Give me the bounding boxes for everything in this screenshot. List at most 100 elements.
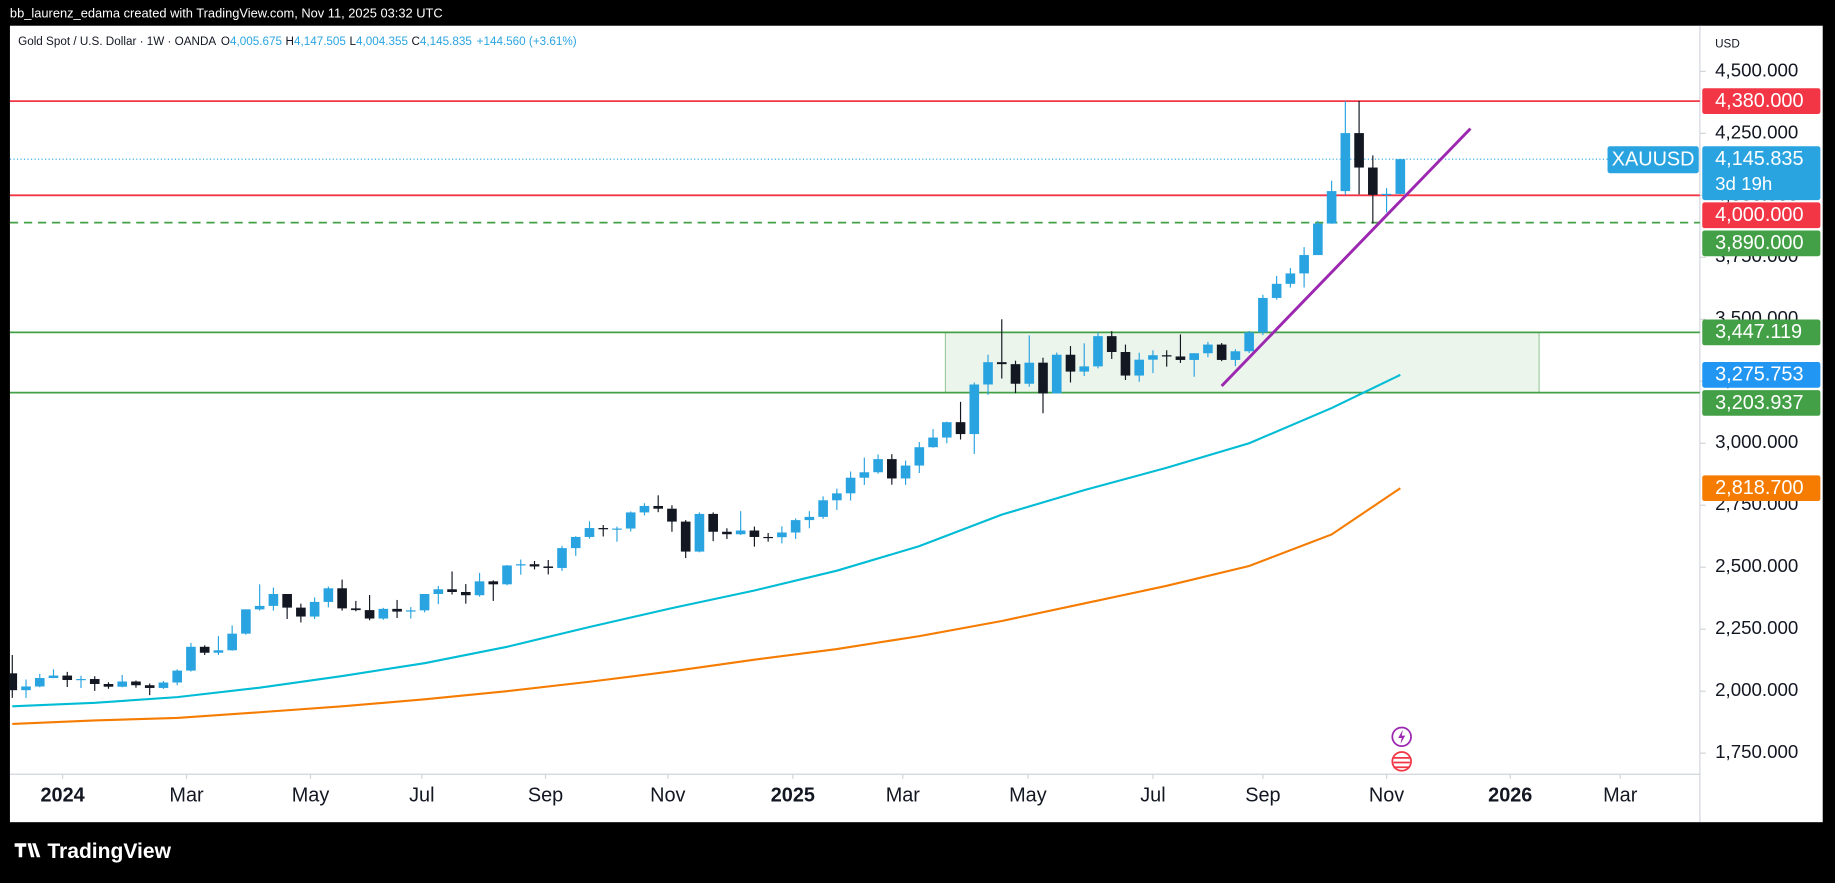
candle-body: [419, 593, 430, 611]
candle-body: [1093, 336, 1103, 367]
candle-body: [21, 686, 31, 691]
candle-body: [34, 678, 45, 687]
candle-body: [1175, 356, 1186, 360]
candle-body: [1326, 191, 1337, 224]
price-tag: [1702, 146, 1821, 201]
candle-body: [1079, 366, 1090, 372]
moving-average: [12, 487, 1401, 725]
price-tag-label: 2,818.700: [1715, 477, 1803, 499]
candle-body: [818, 500, 828, 517]
y-tick-label: 4,250.000: [1715, 121, 1798, 142]
x-tick-label: Mar: [886, 785, 921, 807]
chart-panel: [9, 25, 1823, 823]
symbol-tag: [1607, 146, 1699, 174]
candle-body: [763, 536, 773, 539]
x-tick-label: Nov: [650, 785, 685, 807]
candle-body: [845, 477, 856, 494]
candle-body: [1271, 283, 1282, 298]
legend-key: L: [349, 35, 356, 48]
candle-body: [433, 589, 444, 594]
price-tag: [1702, 475, 1821, 502]
candle-body: [570, 536, 581, 549]
candle-body: [1395, 159, 1406, 194]
candle-body: [1024, 362, 1035, 384]
candle-body: [1148, 355, 1158, 360]
candle-body: [337, 588, 347, 609]
candle-body: [735, 530, 746, 535]
candle-body: [282, 593, 292, 608]
candle-body: [364, 610, 375, 619]
candle-body: [1285, 273, 1296, 284]
x-tick-label: Jul: [409, 785, 434, 807]
x-tick-label: May: [292, 785, 330, 807]
candle-body: [9, 673, 18, 691]
candle-body: [1203, 344, 1213, 354]
x-tick-label: 2024: [40, 785, 84, 807]
candle-body: [241, 609, 251, 634]
candle-body: [1189, 353, 1199, 360]
price-tag-label: 3,203.937: [1715, 392, 1803, 414]
legend-value: 4,004.355: [356, 35, 408, 48]
candle-body: [48, 675, 59, 679]
candle-body: [928, 437, 938, 448]
legend-key: C: [411, 35, 419, 48]
logo-icon: [14, 843, 41, 858]
candle-body: [1354, 133, 1364, 168]
candle-body: [832, 493, 842, 501]
candle-body: [502, 565, 512, 585]
legend-change: +144.560 (+3.61%): [477, 35, 577, 48]
price-tag-label: 3,447.119: [1715, 321, 1802, 343]
candle-body: [1010, 364, 1021, 384]
candle-body: [254, 605, 265, 610]
candle-body: [777, 532, 787, 538]
price-tag: [1702, 88, 1821, 114]
candle-body: [309, 601, 320, 617]
candle-body: [89, 679, 100, 684]
candle-body: [1038, 362, 1048, 394]
candle-body: [158, 682, 169, 688]
event-icon-bolt: [1398, 729, 1406, 744]
logo-text: TradingView: [47, 840, 171, 863]
candle-body: [62, 675, 73, 681]
legend-key: H: [286, 35, 294, 48]
candle-body: [612, 528, 622, 530]
candle-body: [1216, 344, 1227, 360]
x-tick-label: Nov: [1369, 785, 1404, 807]
candle-body: [667, 508, 677, 522]
candle-body: [1120, 352, 1131, 376]
countdown: 3d 19h: [1715, 173, 1772, 194]
candle-body: [1065, 354, 1076, 372]
candle-body: [296, 607, 306, 617]
symbol-tag-label: XAUUSD: [1612, 149, 1695, 171]
candle-body: [488, 581, 499, 585]
candle-body: [859, 472, 870, 478]
candle-body: [529, 564, 540, 567]
price-tag: [1702, 362, 1821, 388]
currency: USD: [1715, 38, 1740, 51]
x-tick-label: Sep: [1245, 785, 1280, 807]
candle-body: [914, 447, 925, 466]
candle-body: [447, 589, 457, 593]
candle-body: [144, 685, 155, 688]
legend-value: 4,145.835: [420, 35, 472, 48]
candle-body: [186, 646, 196, 671]
price-tag-label: 4,380.000: [1715, 90, 1803, 112]
candle-body: [323, 588, 334, 602]
candle-body: [131, 681, 141, 686]
price-tag-label: 3,890.000: [1715, 232, 1803, 254]
legend-value: 4,147.505: [294, 35, 346, 48]
price-tag-label: 3,275.753: [1715, 364, 1803, 386]
plot-area: [9, 100, 1700, 725]
candle-body: [1244, 332, 1254, 352]
candle-body: [199, 646, 210, 653]
candle-body: [1368, 167, 1378, 195]
candle-body: [117, 681, 128, 687]
candle-body: [474, 581, 485, 596]
price-tag-label: 4,000.000: [1715, 204, 1803, 226]
candle-body: [213, 650, 224, 653]
candle-body: [598, 528, 609, 530]
candle-body: [76, 679, 86, 681]
candle-body: [983, 362, 993, 385]
event-icon: [1391, 751, 1412, 772]
